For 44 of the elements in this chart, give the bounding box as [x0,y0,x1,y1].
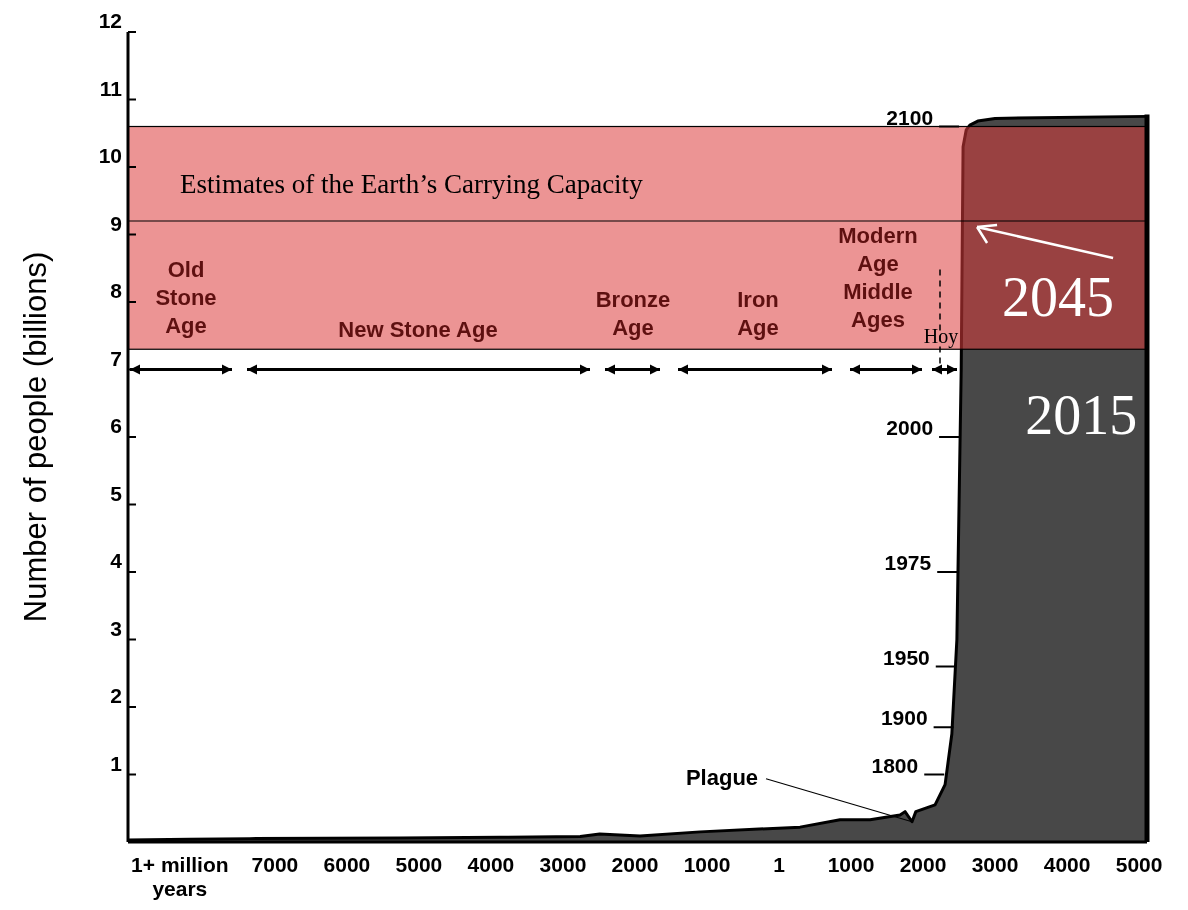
y-tick-label: 6 [110,414,122,437]
y-tick-label: 8 [110,279,123,302]
annotation: Hoy [923,325,959,348]
x-tick-label: 2000 [899,853,947,876]
x-tick-label: 4000 [1043,853,1091,876]
annotation: Iron Age [737,287,779,340]
annotation: Bronze Age [595,287,671,340]
band-label: Estimates of the Earth’s Carrying Capacity [180,168,644,199]
x-tick-label: 3000 [539,853,587,876]
x-tick-label: 5000 [1115,853,1163,876]
x-tick-label: 6000 [323,853,371,876]
y-tick-label: 2 [110,684,122,707]
y-tick-label: 3 [110,616,122,640]
annotation: 1950 [883,645,930,669]
y-tick-label: 10 [98,144,122,167]
x-tick-label: 1000 [827,853,875,876]
x-tick-label: 1000 [683,853,731,876]
y-axis-title: Number of people (billions) [18,251,53,623]
y-tick-label: 12 [98,9,122,32]
y-tick-label: 9 [110,211,122,235]
annotation: Old Stone Age [155,257,217,338]
annotation: New Stone Age [338,317,498,342]
annotation: Middle Ages [843,279,913,332]
x-tick-label: 1 [773,853,786,876]
annotation: 2000 [886,416,934,439]
annotation: 1800 [871,753,919,777]
x-tick-label: 2000 [611,853,659,876]
annotation: 1900 [880,706,928,730]
y-tick-label: 7 [110,346,122,370]
y-tick-label: 11 [99,76,123,100]
annotation: 2015 [1025,384,1138,447]
annotation: 1975 [884,551,932,574]
x-tick-label: 7000 [251,853,299,876]
annotation: 2100 [886,105,934,129]
x-tick-label: 4000 [467,853,515,876]
y-tick-label: 4 [110,549,123,572]
x-tick-label: 5000 [395,853,443,876]
y-tick-label: 5 [110,481,123,505]
annotation: 2045 [1002,266,1115,328]
x-tick-label: 1+ million years [131,853,229,900]
annotation: Plague [685,764,759,790]
x-tick-label: 3000 [971,853,1019,876]
annotation: Modern Age [838,223,918,276]
y-tick-label: 1 [110,751,123,775]
